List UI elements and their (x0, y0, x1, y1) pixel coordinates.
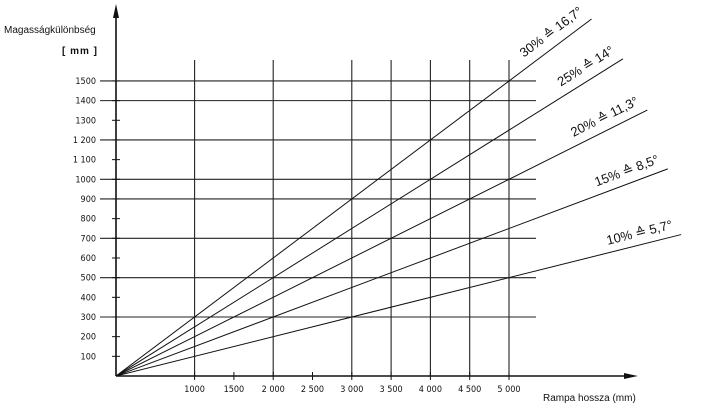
y-tick-label: 900 (81, 195, 96, 205)
x-tick-label: 1000 (184, 385, 205, 395)
slope-label: 10% ≙ 5,7° (605, 217, 674, 248)
grid (100, 60, 536, 376)
x-axis-label: Rampa hossza (mm) (543, 393, 636, 404)
y-tick-label: 500 (81, 274, 96, 284)
x-tick-label: 2 000 (262, 385, 285, 395)
slope-line (115, 18, 592, 377)
y-tick-label: 1 200 (73, 136, 96, 146)
y-tick-label: 300 (81, 313, 96, 323)
tick-labels: 100 200 300 400 500 600 700 800 900 1000 1 100 1 20… (73, 77, 521, 395)
y-axis-label: Magasságkülönbség (4, 25, 96, 36)
x-tick-label: 3 500 (380, 385, 403, 395)
y-tick-label: 1500 (75, 77, 96, 87)
y-tick-label: 100 (81, 352, 96, 362)
y-tick-label: 1 100 (73, 156, 96, 166)
slope-label: 15% ≙ 8,5° (592, 152, 660, 190)
y-axis-arrow-icon (113, 4, 119, 18)
slope-line (115, 168, 668, 377)
x-tick-label: 3 000 (340, 385, 363, 395)
y-tick-label: 1000 (75, 175, 96, 185)
y-tick-label: 200 (81, 333, 96, 343)
y-tick-label: 600 (81, 254, 96, 264)
y-tick-label: 800 (81, 215, 96, 225)
y-tick-label: 700 (81, 234, 96, 244)
slope-line (115, 58, 624, 377)
x-tick-label: 2 500 (301, 385, 324, 395)
y-tick-label: 1300 (75, 116, 96, 126)
slope-label: 20% ≙ 11,3° (568, 93, 641, 139)
slope-line (115, 234, 682, 377)
slope-line (115, 109, 648, 377)
axes (112, 4, 638, 380)
x-axis-arrow-icon (624, 373, 638, 379)
x-tick-label: 4 000 (419, 385, 442, 395)
x-tick-label: 1500 (224, 385, 245, 395)
y-tick-label: 400 (81, 293, 96, 303)
y-axis-unit: [ mm ] (62, 46, 98, 57)
x-tick-label: 4 500 (458, 385, 481, 395)
series-lines: 30% ≙ 16,7°25% ≙ 14°20% ≙ 11,3°15% ≙ 8,5… (115, 3, 682, 377)
x-tick-label: 5 000 (497, 385, 520, 395)
y-tick-label: 1400 (75, 97, 96, 107)
